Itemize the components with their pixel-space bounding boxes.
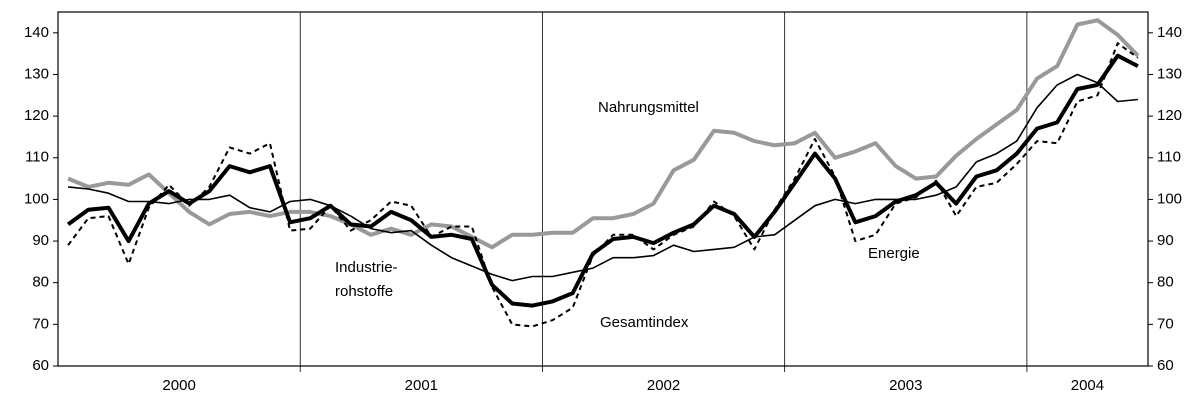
y2-tick-label: 110 bbox=[1157, 149, 1181, 166]
series-line bbox=[68, 73, 1138, 282]
y2-tick-label: 140 bbox=[1157, 24, 1182, 41]
annotation: Nahrungsmittel bbox=[598, 99, 699, 116]
y-tick-label: 140 bbox=[24, 24, 49, 41]
y2-tick-label: 120 bbox=[1157, 107, 1182, 124]
series-line bbox=[67, 42, 1139, 328]
x-tick-label: 2001 bbox=[405, 377, 438, 394]
y2-tick-label: 70 bbox=[1157, 315, 1174, 332]
series-line bbox=[66, 53, 1139, 308]
y-tick-label: 60 bbox=[32, 357, 49, 374]
x-tick-label: 2002 bbox=[647, 377, 680, 394]
y-tick-label: 130 bbox=[24, 65, 49, 82]
x-tick-label: 2000 bbox=[162, 377, 195, 394]
annotation: Gesamtindex bbox=[600, 314, 689, 331]
x-tick-label: 2003 bbox=[889, 377, 922, 394]
y-tick-label: 90 bbox=[32, 232, 49, 249]
y-tick-label: 100 bbox=[24, 190, 49, 207]
y-tick-label: 120 bbox=[24, 107, 49, 124]
y2-tick-label: 80 bbox=[1157, 274, 1174, 291]
y-tick-label: 110 bbox=[25, 149, 49, 166]
y2-tick-label: 130 bbox=[1157, 65, 1182, 82]
annotation: Energie bbox=[868, 245, 920, 262]
annotation: rohstoffe bbox=[335, 283, 393, 300]
plot-frame bbox=[57, 11, 1149, 367]
y2-tick-label: 100 bbox=[1157, 190, 1182, 207]
y-tick-label: 70 bbox=[32, 315, 49, 332]
y2-tick-label: 60 bbox=[1157, 357, 1174, 374]
series-line bbox=[67, 18, 1140, 250]
x-tick-label: 2004 bbox=[1071, 377, 1104, 394]
annotation: Industrie- bbox=[335, 259, 398, 276]
y2-tick-label: 90 bbox=[1157, 232, 1174, 249]
y-tick-label: 80 bbox=[32, 274, 49, 291]
